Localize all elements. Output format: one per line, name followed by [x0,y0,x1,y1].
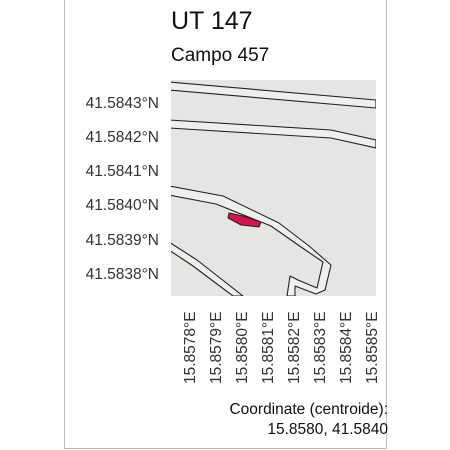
longitude-label-2: 15.8579°E [208,311,225,384]
map-title: UT 147 [171,7,253,35]
map-area[interactable] [171,80,376,296]
longitude-label-4: 15.8581°E [260,311,277,384]
centroid-coordinates: Coordinate (centroide): 15.8580, 41.5840 [229,400,388,440]
latitude-label-4: 41.5840°N [85,197,159,214]
map-subtitle: Campo 457 [171,45,270,66]
centroid-label: Coordinate (centroide): [229,401,388,418]
centroid-value: 15.8580, 41.5840 [267,421,388,438]
road-bottom-left [171,242,244,296]
road-top [171,81,376,109]
latitude-label-2: 41.5842°N [85,129,159,146]
longitude-label-5: 15.8582°E [286,311,303,384]
longitude-label-6: 15.8583°E [312,311,329,384]
parcel-ut-147[interactable] [227,212,262,228]
longitude-label-1: 15.8578°E [182,311,199,384]
map-canvas [171,81,376,296]
latitude-label-3: 41.5841°N [85,163,159,180]
road-middle [171,119,376,149]
road-lower [171,185,332,296]
latitude-label-6: 41.5838°N [85,266,159,283]
longitude-label-8: 15.8585°E [364,311,381,384]
latitude-label-1: 41.5843°N [85,95,159,112]
longitude-label-7: 15.8584°E [338,311,355,384]
latitude-label-5: 41.5839°N [85,232,159,249]
longitude-label-3: 15.8580°E [234,311,251,384]
